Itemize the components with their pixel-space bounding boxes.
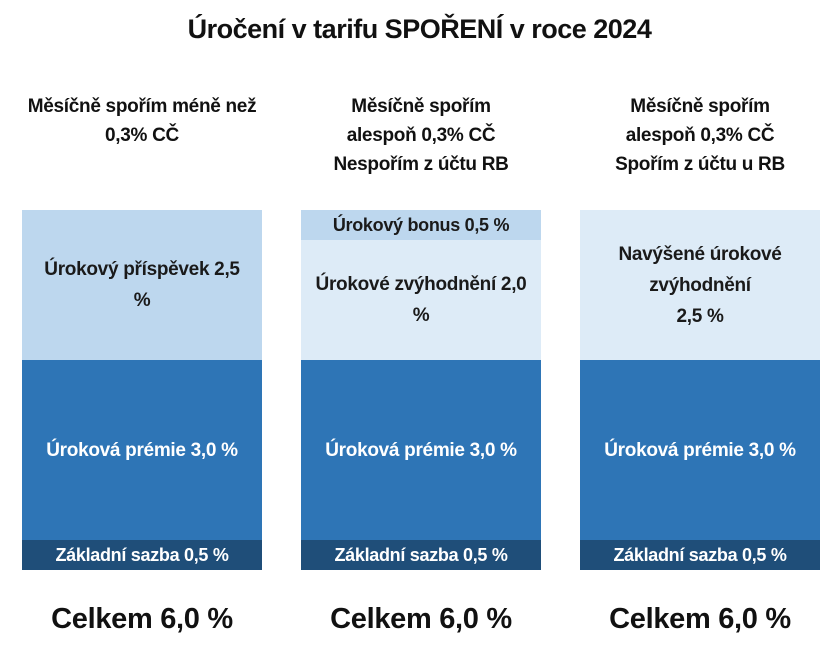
bar-segment: Úroková prémie 3,0 % — [22, 360, 262, 540]
bar-segment-label: Navýšené úrokové zvýhodnění 2,5 % — [594, 239, 806, 332]
bar-segment-label: Základní sazba 0,5 % — [334, 540, 507, 570]
bar-segment: Úrokové zvýhodnění 2,0 % — [301, 240, 541, 360]
bar-segment-label-line: Základní sazba 0,5 % — [334, 545, 508, 565]
bar-segment: Úrokový bonus 0,5 % — [301, 210, 541, 240]
bar-segment-label-line: Úrokový příspěvek 2,5 % — [44, 259, 240, 311]
bar-segment-label: Úroková prémie 3,0 % — [46, 435, 238, 466]
bar-segment-label: Úroková prémie 3,0 % — [604, 435, 796, 466]
bar-segment-label: Úroková prémie 3,0 % — [325, 435, 517, 466]
bar-segment-label: Úrokový příspěvek 2,5 % — [36, 254, 248, 316]
column-header-line: Měsíčně spořím méně než — [27, 96, 257, 117]
chart-title: Úročení v tarifu SPOŘENÍ v roce 2024 — [187, 14, 652, 44]
bar-segment-label-line: 2,5 % — [676, 305, 724, 327]
bar-segment-label-line: Úrokový bonus 0,5 % — [332, 215, 510, 235]
bar-segment-label: Základní sazba 0,5 % — [55, 540, 228, 570]
column-header-line: Měsíčně spořím — [630, 96, 770, 117]
bar-segment: Úroková prémie 3,0 % — [580, 360, 820, 540]
bar-segment-label-line: Úroková prémie 3,0 % — [46, 439, 238, 461]
stacked-bar: Základní sazba 0,5 % Úroková prémie 3,0 %… — [580, 210, 820, 570]
bar-segment-label-line: Úroková prémie 3,0 % — [325, 439, 517, 461]
bar-segment-label: Úrokové zvýhodnění 2,0 % — [315, 269, 527, 331]
bar-segment-label-line: Základní sazba 0,5 % — [55, 545, 229, 565]
column-header-line: Nespořím z účtu RB — [333, 154, 509, 175]
bar-segment: Úroková prémie 3,0 % — [301, 360, 541, 540]
stacked-bar: Základní sazba 0,5 % Úroková prémie 3,0 %… — [301, 210, 541, 570]
column-header-line: alespoň 0,3% CČ — [346, 125, 496, 146]
bar-segment-label-line: Úrokové zvýhodnění 2,0 % — [315, 274, 527, 326]
bar-segment-label: Úrokový bonus 0,5 % — [332, 210, 510, 240]
column-total: Celkem 6,0 % — [330, 603, 512, 635]
column-header-line: Spořím z účtu u RB — [615, 154, 785, 175]
bar-segment: Navýšené úrokové zvýhodnění 2,5 % — [580, 210, 820, 360]
bar-segment-label: Základní sazba 0,5 % — [613, 540, 786, 570]
column-header-line: 0,3% CČ — [105, 125, 179, 146]
column-total: Celkem 6,0 % — [609, 603, 791, 635]
bar-segment: Základní sazba 0,5 % — [301, 540, 541, 570]
bar-segment: Úrokový příspěvek 2,5 % — [22, 210, 262, 360]
stacked-bar: Základní sazba 0,5 % Úroková prémie 3,0 %… — [22, 210, 262, 570]
column-header-line: alespoň 0,3% CČ — [625, 125, 775, 146]
bar-segment-label-line: Základní sazba 0,5 % — [613, 545, 787, 565]
column-header: Měsíčně spořím alespoň 0,3% CČ Spořím z úč… — [560, 92, 839, 179]
column-total: Celkem 6,0 % — [51, 603, 233, 635]
column-header: Měsíčně spořím méně než 0,3% CČ — [2, 92, 282, 150]
bar-segment-label-line: Navýšené úrokové zvýhodnění — [618, 243, 782, 296]
bar-segment: Základní sazba 0,5 % — [580, 540, 820, 570]
bar-segment-label-line: Úroková prémie 3,0 % — [604, 439, 796, 461]
column-header: Měsíčně spořím alespoň 0,3% CČ Nespořím z … — [281, 92, 561, 179]
bar-segment: Základní sazba 0,5 % — [22, 540, 262, 570]
column-header-line: Měsíčně spořím — [351, 96, 491, 117]
